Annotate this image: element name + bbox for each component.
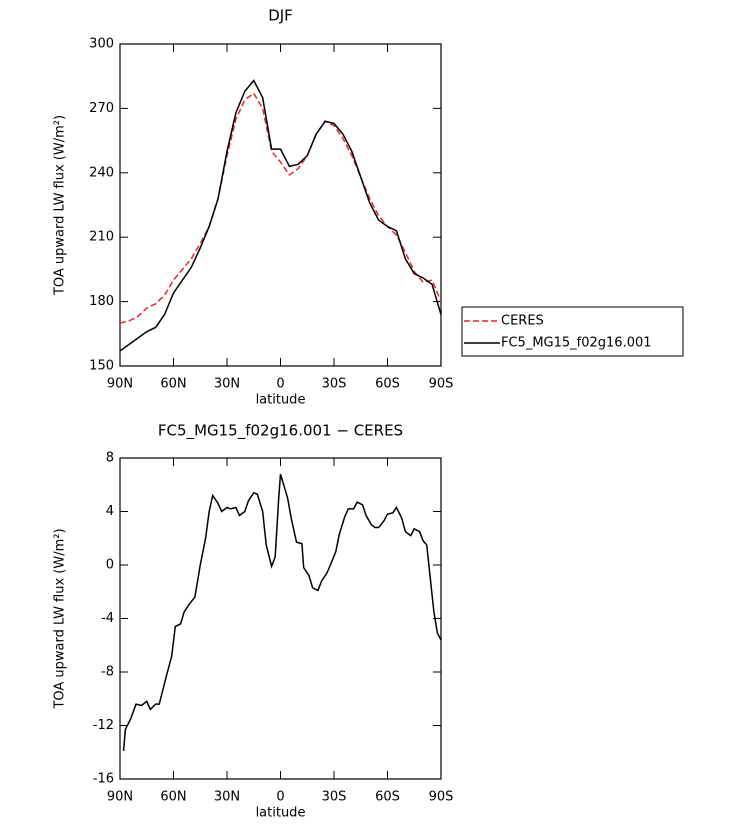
legend-box [461,306,684,357]
y-tick-label: -16 [93,772,114,787]
y-axis-label: TOA upward LW flux (W/m²) [53,528,68,709]
y-tick-label: -12 [93,718,114,733]
x-tick-label: 0 [276,790,284,805]
x-tick-label: 60S [375,377,400,392]
x-tick-label: 30S [322,377,347,392]
y-tick-label: 4 [106,504,114,519]
y-tick-label: 180 [89,294,114,309]
x-tick-label: 60S [375,790,400,805]
y-tick-label: 0 [106,558,114,573]
legend-label: FC5_MG15_f02g16.001 [501,336,652,351]
y-axis-label: TOA upward LW flux (W/m²) [53,115,68,296]
y-tick-label: 240 [89,165,114,180]
x-tick-label: 90N [107,377,133,392]
x-tick-label: 60N [160,377,186,392]
x-axis-label: latitude [256,806,306,821]
y-tick-label: 8 [106,451,114,466]
y-tick-label: 270 [89,101,114,116]
x-tick-label: 0 [276,377,284,392]
x-tick-label: 30S [322,790,347,805]
data-line [122,473,442,751]
y-tick-label: 300 [89,37,114,52]
y-tick-label: -4 [101,611,114,626]
x-tick-label: 90S [429,377,454,392]
y-tick-label: 210 [89,230,114,245]
plot-frame [119,43,442,367]
x-tick-label: 30N [214,790,240,805]
y-tick-label: -8 [101,665,114,680]
legend-label: CERES [501,314,544,329]
x-tick-label: 90N [107,790,133,805]
x-tick-label: 30N [214,377,240,392]
data-line [119,92,442,324]
y-tick-label: 150 [89,359,114,374]
chart-title: FC5_MG15_f02g16.001 − CERES [158,422,403,441]
x-axis-label: latitude [256,393,306,408]
data-line [119,79,442,352]
plot-frame [119,457,442,780]
x-tick-label: 60N [160,790,186,805]
chart-title: DJF [268,7,293,25]
x-tick-label: 90S [429,790,454,805]
